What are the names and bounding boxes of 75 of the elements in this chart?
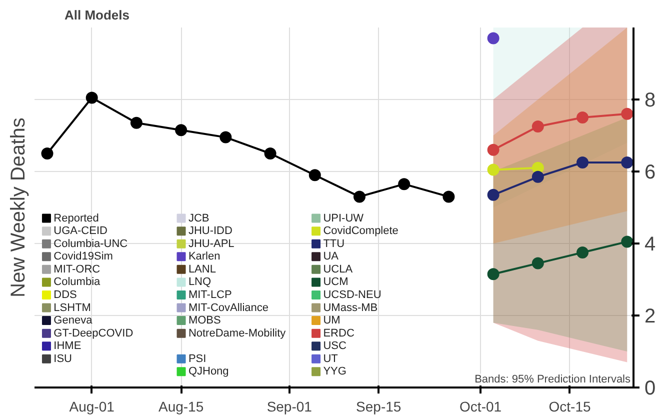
point (487, 144, 500, 156)
point (308, 169, 321, 182)
point (576, 112, 589, 124)
chart-title: All Models (64, 8, 130, 22)
legend-label: JCB (188, 212, 210, 224)
annotation: Bands: 95% Prediction Intervals (474, 374, 631, 386)
legend-label: GT-DeepCOVID (54, 327, 134, 340)
legend-label: Covid19Sim (54, 250, 113, 263)
legend-label: Columbia-UNC (54, 238, 128, 250)
point (41, 148, 54, 160)
legend-label: USC (323, 340, 346, 352)
legend-label: UCM (323, 276, 348, 288)
legend-label: LNQ (188, 276, 212, 288)
legend-label: JHU-APL (188, 238, 234, 250)
legend-label: UMass-MB (323, 302, 378, 314)
y-tick-label: 4 (644, 234, 656, 256)
point (487, 164, 500, 176)
legend-label: MIT-CovAlliance (188, 302, 269, 314)
legend-label: MIT-LCP (188, 288, 232, 301)
point (487, 268, 500, 280)
legend-label: IHME (54, 340, 82, 352)
point (353, 190, 366, 203)
y-tick-label: 2 (644, 306, 656, 328)
point (442, 190, 455, 203)
legend-label: ISU (54, 352, 72, 365)
legend-label: YYG (323, 366, 346, 378)
point (621, 156, 634, 168)
legend-label: Reported (54, 212, 99, 224)
legend-label: UT (323, 352, 338, 365)
point (532, 257, 544, 270)
legend-label: Karlen (188, 250, 220, 263)
x-tick-label: Sep-15 (356, 398, 402, 414)
legend-label: MIT-ORC (54, 263, 100, 276)
point (532, 120, 544, 132)
x-tick-label: Aug-15 (158, 398, 204, 414)
legend-label: PSI (188, 352, 206, 365)
y-tick-label: 6 (644, 162, 656, 184)
legend-label: CovidComplete (323, 225, 398, 238)
legend-label: UA (323, 250, 340, 263)
legend-label: QJHong (188, 366, 229, 378)
point (621, 236, 634, 248)
point (220, 131, 232, 144)
x-tick-label: Oct-15 (548, 398, 591, 414)
y-axis-title: New Weekly Deaths (8, 118, 30, 298)
point (86, 92, 98, 104)
y-tick-label: 8 (644, 90, 656, 112)
legend-label: Geneva (54, 314, 94, 327)
point (532, 170, 544, 183)
point (398, 178, 410, 190)
legend-label: UCLA (323, 263, 354, 276)
legend-label: TTU (323, 238, 345, 250)
point (175, 124, 188, 136)
point (264, 148, 276, 160)
point (130, 116, 142, 129)
legend-label: UM (323, 314, 340, 327)
legend-label: DDS (54, 288, 77, 301)
point (576, 156, 589, 168)
legend-label: NotreDame-Mobility (188, 327, 286, 340)
x-tick-label: Sep-01 (266, 398, 312, 414)
legend-label: UCSD-NEU (323, 288, 382, 301)
legend-label: JHU-IDD (188, 225, 232, 238)
legend-label: ERDC (323, 327, 354, 340)
y-tick-label: 0 (644, 378, 656, 400)
point (487, 32, 500, 44)
legend-label: Columbia (54, 276, 102, 288)
x-tick-label: Oct-01 (460, 398, 502, 414)
legend-label: LSHTM (54, 302, 91, 314)
point (621, 108, 634, 120)
legend-label: UPI-UW (323, 212, 364, 224)
legend-label: UGA-CEID (54, 225, 108, 238)
x-tick-label: Aug-01 (69, 398, 115, 414)
legend-label: LANL (188, 263, 216, 276)
point (576, 246, 589, 258)
legend-label: MOBS (188, 314, 221, 327)
point (487, 188, 500, 201)
